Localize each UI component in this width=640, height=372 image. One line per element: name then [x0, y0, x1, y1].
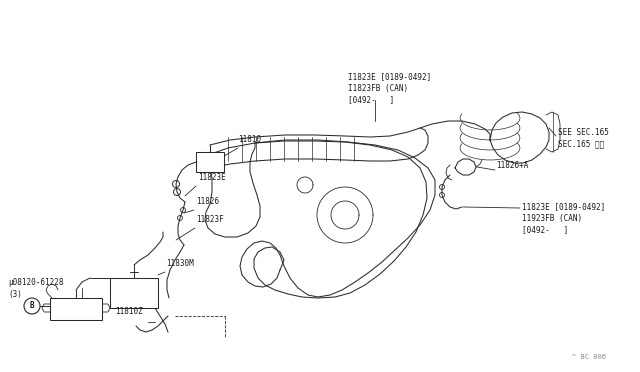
Text: 11826: 11826	[196, 197, 219, 206]
Text: 11810Z: 11810Z	[115, 308, 143, 317]
Text: 11823E: 11823E	[198, 173, 226, 182]
Bar	[50, 298, 102, 320]
Bar	[196, 152, 224, 172]
Text: 11826+A: 11826+A	[496, 160, 529, 170]
Text: SEE SEC.165
SEC.165 参照: SEE SEC.165 SEC.165 参照	[558, 128, 609, 149]
Text: 11823E [0189-0492]
11923FB (CAN)
[0492-   ]: 11823E [0189-0492] 11923FB (CAN) [0492- …	[522, 202, 605, 235]
Text: µ08120-61228
(3): µ08120-61228 (3)	[8, 278, 63, 299]
Text: 11810: 11810	[238, 135, 261, 144]
Text: ^ 8C 006: ^ 8C 006	[572, 354, 606, 360]
Text: 11830M: 11830M	[166, 259, 194, 268]
Text: 11823F: 11823F	[196, 215, 224, 224]
Bar	[110, 278, 158, 308]
Text: B: B	[29, 301, 35, 311]
Text: I1823E [0189-0492]
I1823FB (CAN)
[0492-   ]: I1823E [0189-0492] I1823FB (CAN) [0492- …	[348, 72, 431, 105]
